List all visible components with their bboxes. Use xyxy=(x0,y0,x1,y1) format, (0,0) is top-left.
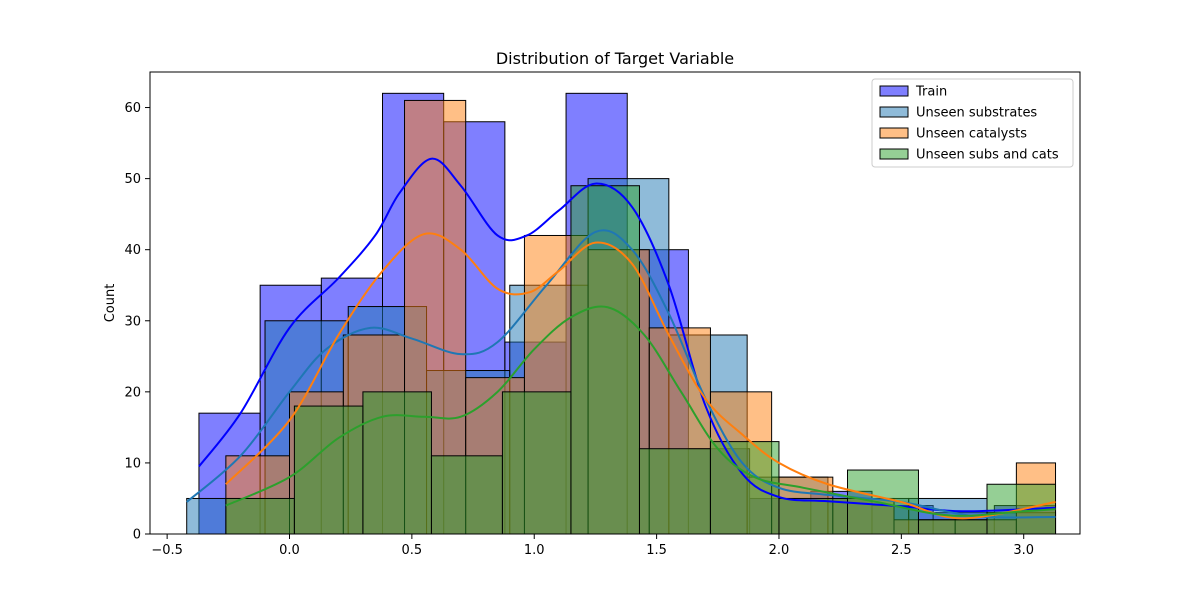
series-unseen-subs-and-cats xyxy=(225,185,1057,535)
x-axis-ticks: −0.5 0.0 0.5 1.0 1.5 2.0 2.5 3.0 xyxy=(151,534,1034,558)
legend-item-unseen-substrates: Unseen substrates xyxy=(879,106,1037,121)
x-tick-label: 0.5 xyxy=(402,543,423,558)
y-tick-label: 0 xyxy=(133,528,141,543)
kde-line-unseen-subs-and-cats xyxy=(225,305,1056,517)
bar-unseen-subs-and-cats-7 xyxy=(709,441,780,535)
bar-unseen-subs-and-cats-8 xyxy=(778,497,849,535)
plot-frame xyxy=(149,71,1081,535)
bar-unseen-subs-and-cats-2 xyxy=(362,391,432,535)
legend-swatch xyxy=(879,127,909,139)
x-tick-label: 2.5 xyxy=(891,543,912,558)
bar-unseen-subs-and-cats-9 xyxy=(847,469,919,535)
y-tick-label: 60 xyxy=(124,101,141,116)
y-tick-label: 40 xyxy=(124,243,141,258)
x-tick-label: 3.0 xyxy=(1013,543,1034,558)
legend-swatch xyxy=(879,85,909,97)
y-axis-ticks: 0 10 20 30 40 50 60 xyxy=(124,101,150,543)
chart-title: Distribution of Target Variable xyxy=(496,49,734,68)
legend-box xyxy=(871,78,1074,168)
y-tick-label: 20 xyxy=(124,385,141,400)
legend-label: Train xyxy=(915,85,947,100)
kde-curves xyxy=(186,157,1056,520)
bar-unseen-subs-and-cats-5 xyxy=(570,185,640,535)
legend: Train Unseen substrates Unseen catalysts Un… xyxy=(871,78,1074,168)
y-tick-label: 10 xyxy=(124,456,141,471)
legend-label: Unseen substrates xyxy=(916,106,1037,121)
bar-unseen-subs-and-cats-6 xyxy=(638,448,711,535)
legend-swatch xyxy=(879,106,909,118)
kde-line-unseen-catalysts xyxy=(225,232,1056,520)
y-tick-label: 50 xyxy=(124,172,141,187)
x-tick-label: −0.5 xyxy=(151,543,183,558)
legend-item-unseen-subs-and-cats: Unseen subs and cats xyxy=(879,148,1059,163)
histogram-bars xyxy=(186,92,1057,535)
bar-unseen-subs-and-cats-3 xyxy=(430,455,503,535)
y-tick-label: 30 xyxy=(124,314,141,329)
legend-label: Unseen subs and cats xyxy=(916,148,1059,163)
x-tick-label: 1.5 xyxy=(646,543,667,558)
y-axis-label: Count xyxy=(103,284,118,323)
x-tick-label: 1.0 xyxy=(524,543,545,558)
legend-item-train: Train xyxy=(879,85,947,100)
kde-line-unseen-substrates xyxy=(186,229,1056,519)
kde-line-train xyxy=(198,157,1056,513)
bar-unseen-subs-and-cats-4 xyxy=(501,391,572,535)
legend-item-unseen-catalysts: Unseen catalysts xyxy=(879,127,1027,142)
legend-label: Unseen catalysts xyxy=(916,127,1027,142)
legend-swatch xyxy=(879,148,909,160)
bar-unseen-subs-and-cats-0 xyxy=(225,497,295,535)
bar-unseen-subs-and-cats-10 xyxy=(917,519,988,535)
bar-unseen-subs-and-cats-1 xyxy=(293,405,364,535)
x-tick-label: 0.0 xyxy=(279,543,300,558)
x-tick-label: 2.0 xyxy=(769,543,790,558)
